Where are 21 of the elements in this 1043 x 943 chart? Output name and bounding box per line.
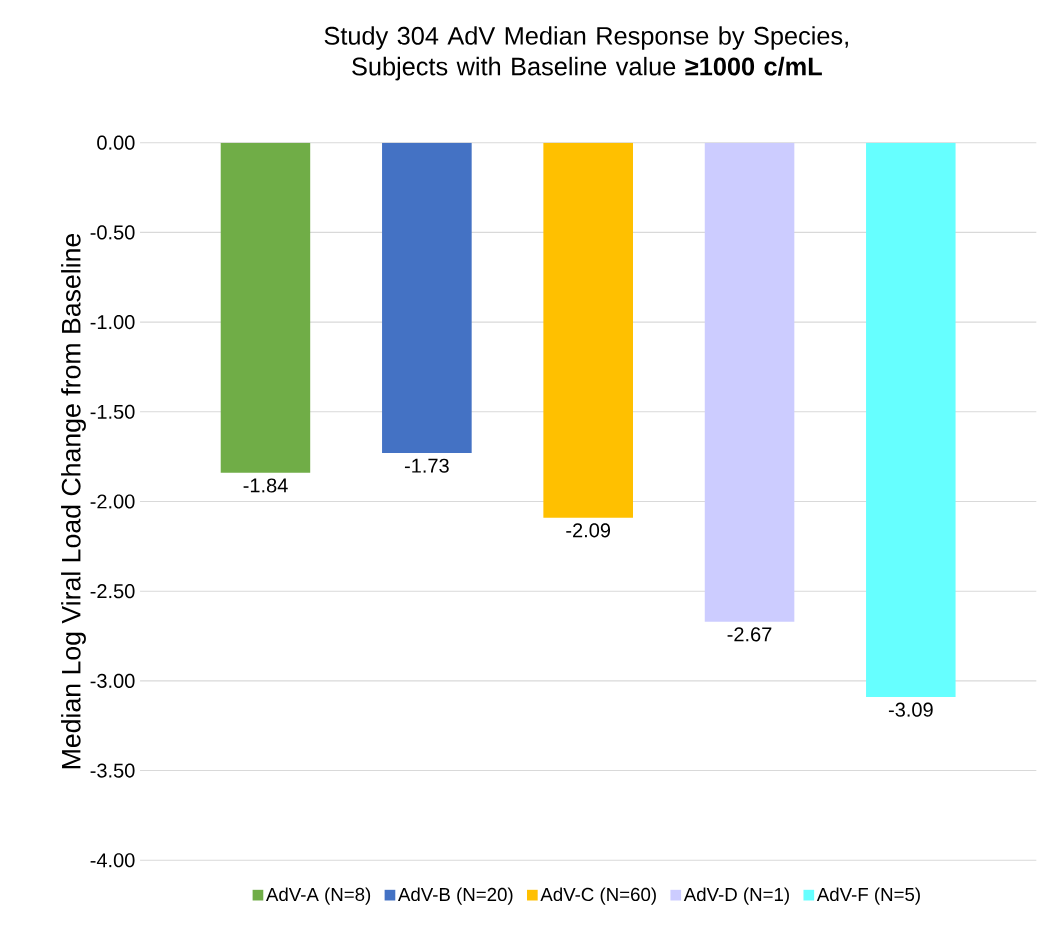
data-label: -1.73 <box>404 458 449 473</box>
legend-label: AdV-C (N=60) <box>540 887 656 905</box>
legend-label: AdV-D (N=1) <box>683 887 789 905</box>
y-tick-label: -2.50 <box>90 584 135 599</box>
data-label: -3.09 <box>888 702 933 717</box>
y-tick-label: -3.00 <box>90 673 135 688</box>
y-tick-label: 0.00 <box>97 135 135 150</box>
legend-label: AdV-F (N=5) <box>816 887 920 905</box>
data-label: -2.09 <box>566 523 611 538</box>
y-tick-label: -1.50 <box>90 404 135 419</box>
y-tick-label: -2.00 <box>90 494 135 509</box>
legend-label: AdV-A (N=8) <box>265 887 371 905</box>
chart-title: Study 304 AdV Median Response by Species, Subjects with Baseline value ≥1000 c/mL <box>324 26 848 81</box>
legend-label: AdV-B (N=20) <box>398 887 513 905</box>
y-axis-title: Median Log Viral Load Change from Baseline <box>61 233 86 769</box>
y-tick-label: -4.00 <box>90 853 135 868</box>
data-label: -2.67 <box>727 627 772 642</box>
y-tick-label: -3.50 <box>90 763 135 778</box>
y-tick-label: -1.00 <box>90 315 135 330</box>
y-tick-label: -0.50 <box>90 225 135 240</box>
data-label: -1.84 <box>243 478 288 493</box>
